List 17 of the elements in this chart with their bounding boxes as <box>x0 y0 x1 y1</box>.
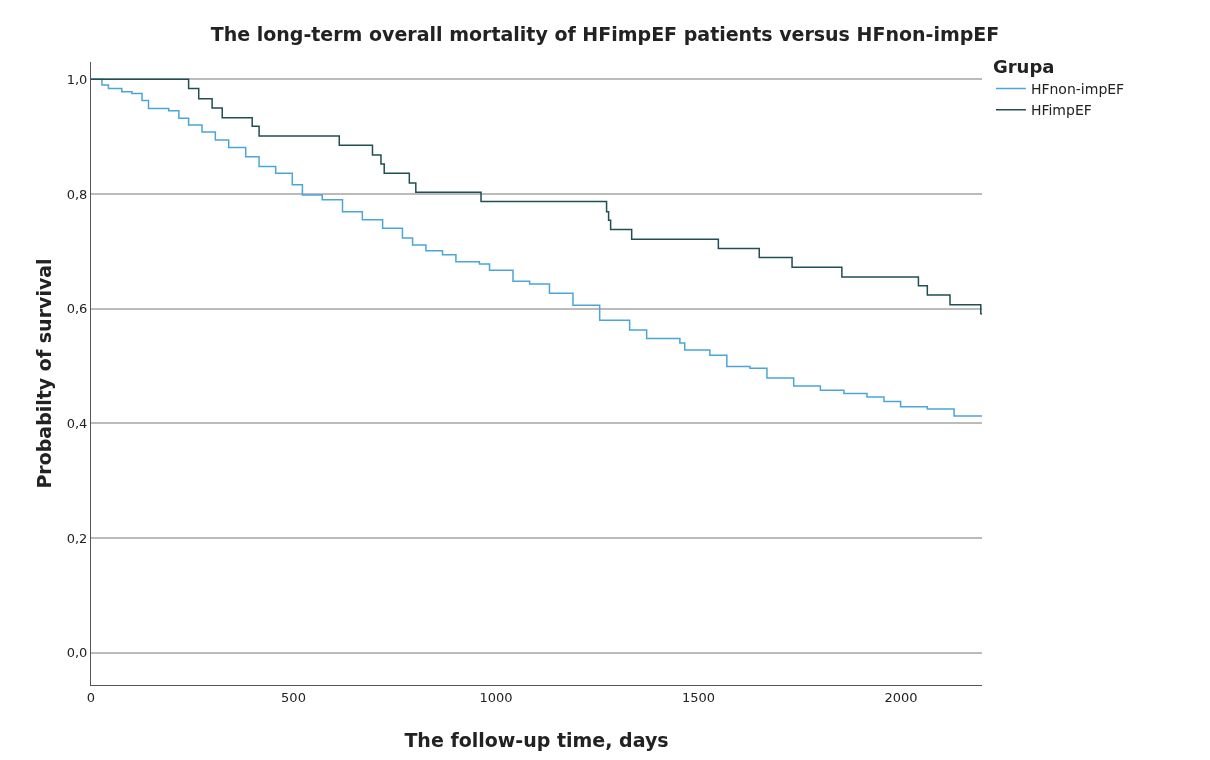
y-tick-label: 0,4 <box>66 415 88 431</box>
legend-label: HFimpEF <box>1030 102 1092 119</box>
x-tick-label: 500 <box>281 689 306 705</box>
x-axis-title: The follow-up time, days <box>404 729 669 752</box>
chart-title: The long-term overall mortality of HFimpEF patients versus HFnon-impEF <box>210 22 1000 45</box>
legend-title: Grupa <box>992 55 1055 77</box>
y-tick-label: 0,2 <box>66 530 88 546</box>
y-axis-title: Probabilty of survival <box>32 258 55 489</box>
x-tick-label: 1000 <box>479 689 513 705</box>
x-tick-label: 2000 <box>884 689 918 705</box>
x-tick-label: 0 <box>86 689 96 705</box>
legend-label: HFnon-impEF <box>1030 81 1125 97</box>
y-tick-label: 0,0 <box>66 645 88 661</box>
x-tick-label: 1500 <box>681 689 716 705</box>
y-tick-label: 1,0 <box>66 71 88 87</box>
y-tick-label: 0,8 <box>66 186 88 202</box>
y-tick-label: 0,6 <box>66 301 88 317</box>
